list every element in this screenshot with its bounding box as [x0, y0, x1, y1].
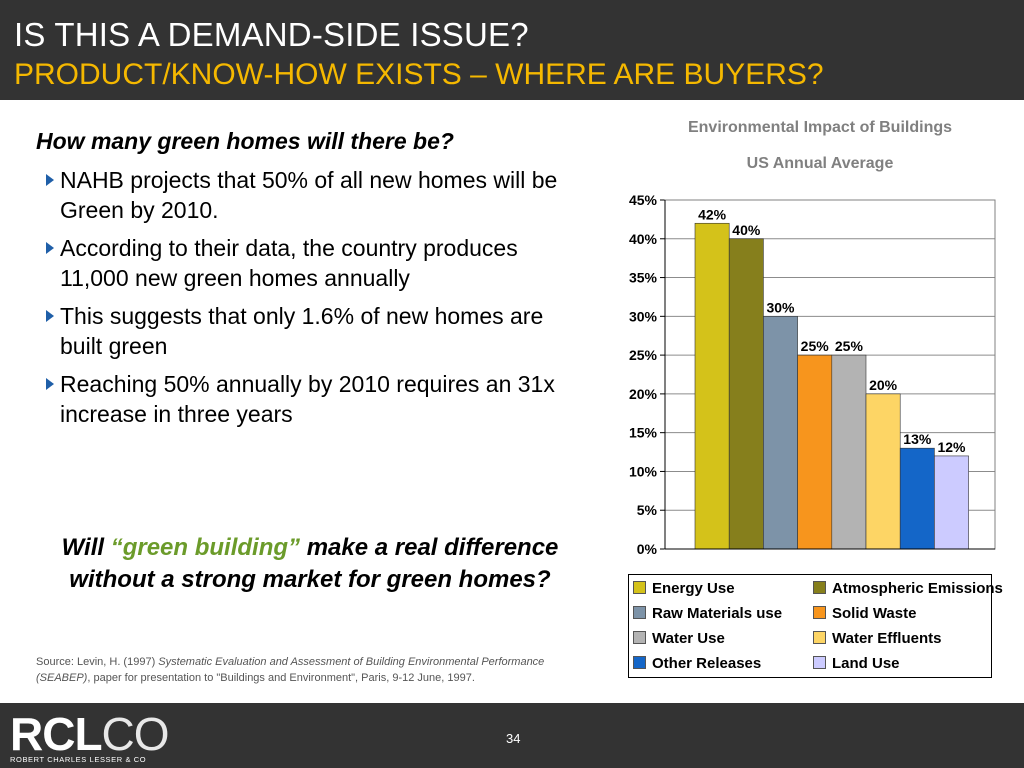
data-label: 12% [937, 439, 966, 455]
bar [694, 222, 730, 550]
legend-swatch [813, 606, 826, 619]
slide-title: IS THIS A DEMAND-SIDE ISSUE? [14, 16, 529, 53]
data-label: 42% [698, 206, 727, 222]
legend-swatch [633, 606, 646, 619]
legend-label: Land Use [832, 655, 900, 672]
title-bar: IS THIS A DEMAND-SIDE ISSUE? PRODUCT/KNO… [0, 0, 1024, 100]
bullet-text: According to their data, the country pro… [60, 235, 518, 291]
legend-label: Raw Materials use [652, 605, 783, 622]
y-tick-label: 10% [629, 463, 658, 479]
legend-entry: Energy Use [633, 580, 735, 597]
y-tick-label: 0% [637, 541, 658, 557]
slide-subtitle: PRODUCT/KNOW-HOW EXISTS – WHERE ARE BUYE… [14, 58, 824, 91]
bullet-arrow-icon [46, 310, 54, 322]
data-label: 13% [903, 431, 932, 447]
bar [865, 393, 901, 550]
y-tick-label: 45% [629, 192, 658, 208]
bullet-text: NAHB projects that 50% of all new homes … [60, 167, 558, 223]
legend-label: Water Use [652, 630, 725, 647]
y-tick-label: 30% [629, 308, 658, 324]
content-panel: How many green homes will there be? NAHB… [36, 128, 576, 437]
logo-bold: RCL [10, 708, 103, 760]
data-label: 40% [732, 222, 761, 238]
source-citation: Source: Levin, H. (1997) Systematic Eval… [36, 654, 566, 686]
bar [797, 354, 833, 550]
bullet-item: Reaching 50% annually by 2010 requires a… [36, 369, 576, 429]
source-title: Systematic Evaluation and Assessment of … [36, 656, 545, 684]
logo-tagline: ROBERT CHARLES LESSER & CO [10, 755, 147, 764]
footer-bar: RCLCO ROBERT CHARLES LESSER & CO 34 [0, 703, 1024, 768]
data-label: 25% [801, 338, 830, 354]
bullet-item: NAHB projects that 50% of all new homes … [36, 165, 576, 225]
legend-entry: Water Use [633, 630, 725, 647]
source-post: , paper for presentation to "Buildings a… [87, 672, 475, 684]
y-tick-label: 15% [629, 425, 658, 441]
question-heading: How many green homes will there be? [36, 128, 454, 154]
bar [763, 316, 798, 550]
legend-label: Water Effluents [832, 630, 942, 647]
chart-subtitle: US Annual Average [746, 155, 894, 172]
closing-highlight: “green building” [110, 534, 301, 561]
legend-entry: Atmospheric Emissions [813, 580, 1003, 597]
legend-entry: Solid Waste [813, 605, 916, 622]
y-tick-label: 5% [637, 502, 658, 518]
chart-legend: Energy Use Atmospheric Emissions Raw Mater… [628, 574, 1003, 678]
bullet-arrow-icon [46, 378, 54, 390]
legend-swatch [813, 631, 826, 644]
y-tick-label: 20% [629, 386, 658, 402]
bullet-item: According to their data, the country pro… [36, 233, 576, 293]
legend-swatch [633, 656, 646, 669]
bullet-text: This suggests that only 1.6% of new home… [60, 303, 544, 359]
y-tick-label: 35% [629, 270, 658, 286]
source-pre: Source: Levin, H. (1997) [36, 656, 159, 668]
legend-entry: Land Use [813, 655, 900, 672]
closing-pre: Will [61, 534, 111, 561]
logo-thin: CO [101, 708, 170, 760]
bar [934, 455, 969, 550]
chart-title: Environmental Impact of Buildings [687, 119, 953, 136]
data-label: 20% [869, 377, 898, 393]
bar [728, 238, 764, 550]
y-tick-label: 25% [629, 347, 658, 363]
bar [899, 447, 935, 550]
closing-post: make a real difference without a strong … [69, 534, 559, 593]
data-label: 25% [835, 338, 864, 354]
bullet-arrow-icon [46, 174, 54, 186]
legend-swatch [813, 656, 826, 669]
closing-question: Will “green building” make a real differ… [40, 532, 580, 596]
legend-swatch [633, 631, 646, 644]
bar [831, 354, 867, 550]
legend-entry: Other Releases [633, 655, 761, 672]
legend-swatch [813, 581, 826, 594]
legend-entry: Raw Materials use [633, 605, 782, 622]
legend-entry: Water Effluents [813, 630, 941, 647]
data-label: 30% [766, 299, 795, 315]
legend-swatch [633, 581, 646, 594]
legend-label: Solid Waste [832, 605, 917, 622]
bar-chart: 0% 5% 10% 15% 20% 25% 30% 35% 40% 45% 42% 40% 30% 25%… [629, 192, 996, 557]
bullet-list: NAHB projects that 50% of all new homes … [36, 165, 576, 429]
bullet-text: Reaching 50% annually by 2010 requires a… [60, 371, 555, 427]
company-logo: RCLCO [10, 707, 170, 761]
legend-label: Other Releases [652, 655, 762, 672]
bullet-item: This suggests that only 1.6% of new home… [36, 301, 576, 361]
bullet-arrow-icon [46, 242, 54, 254]
y-tick-label: 40% [629, 231, 658, 247]
page-number: 34 [506, 731, 521, 746]
legend-label: Energy Use [652, 580, 735, 597]
legend-label: Atmospheric Emissions [832, 580, 1003, 597]
